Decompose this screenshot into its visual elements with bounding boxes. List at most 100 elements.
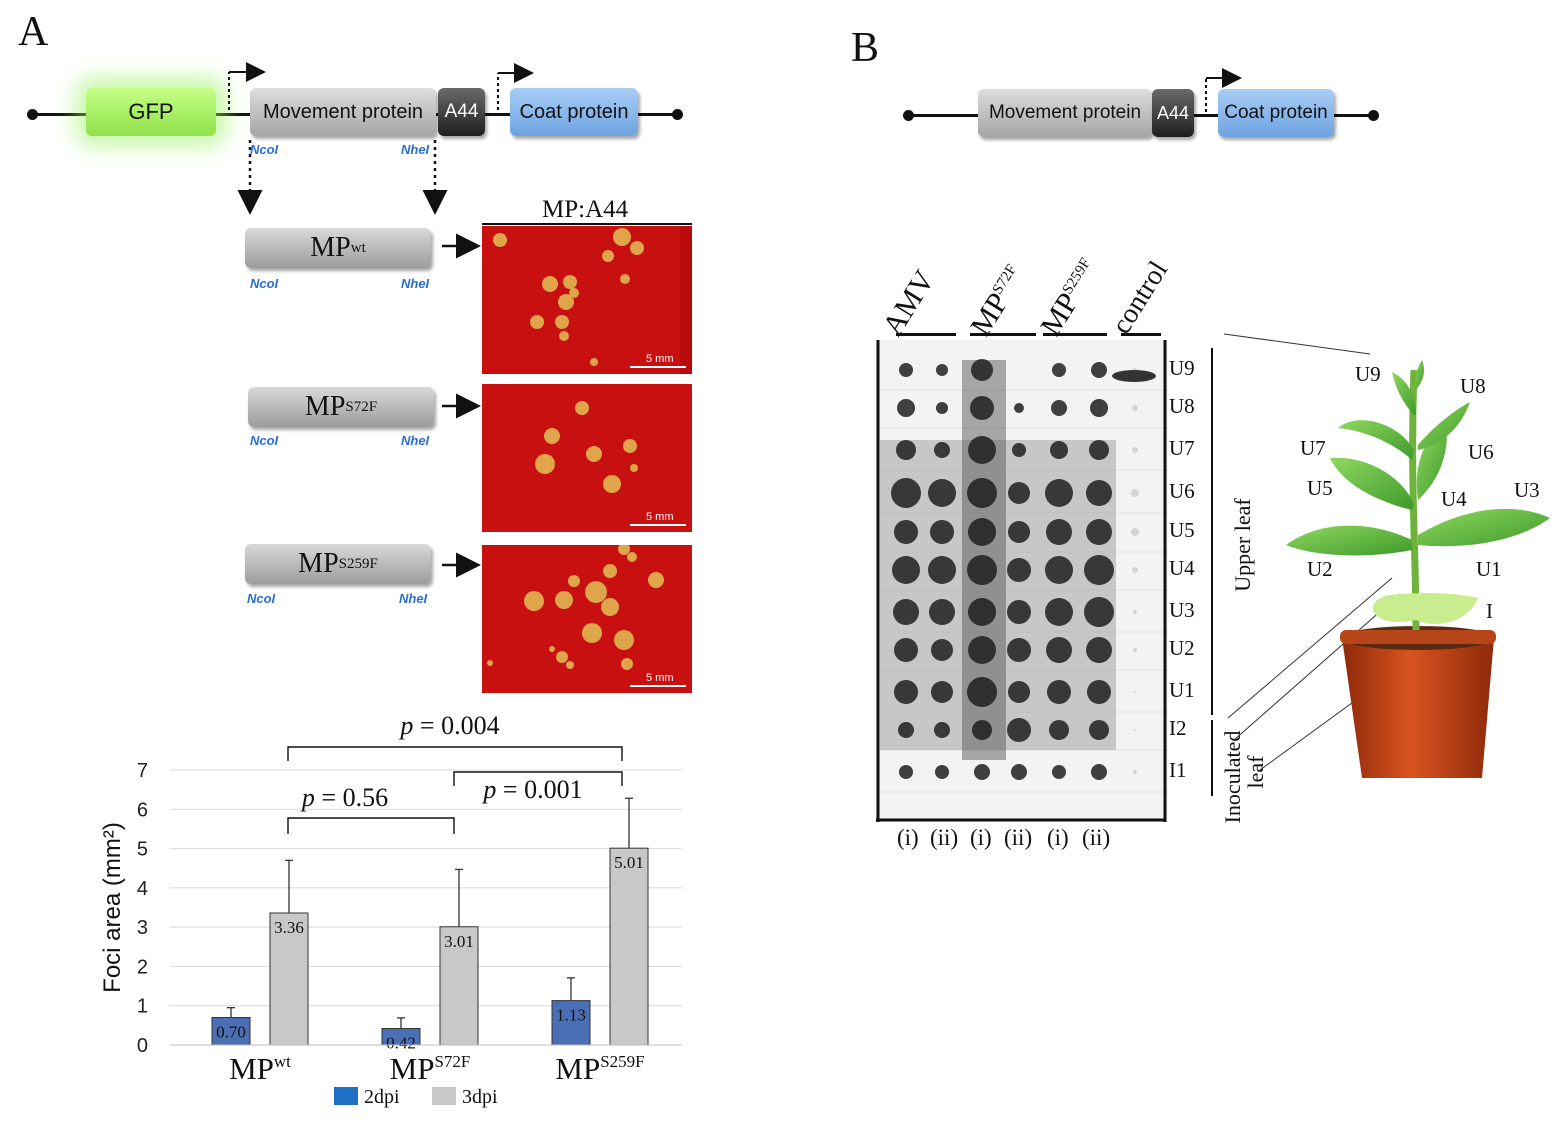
blot-spot: [899, 765, 913, 779]
inoculated-leaf-bracket: [1211, 720, 1213, 796]
movement-protein-box: Movement protein: [250, 88, 436, 136]
y-tick-label: 3: [137, 917, 148, 939]
y-tick-label: 7: [137, 760, 148, 782]
movement-protein-box-b: Movement protein: [978, 89, 1152, 137]
blot-spot: [934, 722, 950, 738]
blot-spot: [897, 399, 915, 417]
p-value-label: p = 0.001: [481, 775, 582, 804]
blot-spot: [1051, 400, 1067, 416]
blot-spot: [1134, 729, 1136, 731]
blot-spot: [1014, 403, 1024, 413]
blot-spot: [928, 556, 956, 584]
data-label: 1.13: [556, 1006, 586, 1025]
blot-spot: [1050, 441, 1068, 459]
scale-label: 5 mm: [646, 353, 674, 365]
row-label-u3: U3: [1169, 598, 1195, 622]
blot-spot: [1047, 680, 1071, 704]
construct-b-right-end: [1368, 110, 1379, 121]
column-underline-mp-s72f: [970, 333, 1036, 336]
column-label-control: control: [1105, 255, 1175, 340]
a44-box: A44: [438, 88, 485, 136]
blot-spot: [894, 638, 918, 662]
mp-wt-box: MP wt: [245, 228, 431, 268]
gfp-box: GFP: [86, 88, 216, 136]
replicate-label: (ii): [1004, 825, 1033, 850]
micrograph-title-rule: [482, 223, 692, 225]
blot-spot: [934, 442, 950, 458]
row-label-u9: U9: [1169, 356, 1195, 380]
y-tick-label: 4: [137, 878, 148, 900]
data-label: 3.01: [444, 932, 474, 951]
x-tick-label: MPS259F: [555, 1051, 644, 1086]
blot-spot: [1089, 440, 1109, 460]
mp-s259f-box: MP S259F: [245, 544, 431, 584]
blot-spot: [1133, 770, 1137, 774]
blot-spot: [1090, 399, 1108, 417]
blot-spot: [1086, 480, 1112, 506]
construct-b-left-end: [903, 110, 914, 121]
blot-spot: [1091, 362, 1107, 378]
blot-spot: [936, 364, 948, 376]
row-label-u2: U2: [1169, 636, 1195, 660]
data-label: 0.70: [216, 1023, 246, 1042]
micrograph-mp-s259f: 5 mm: [482, 545, 692, 693]
row-label-u6: U6: [1169, 479, 1195, 503]
construct-a-left-end: [27, 109, 38, 120]
ncoi-site-label: NcoI: [250, 276, 279, 291]
plant-label-u8: U8: [1460, 374, 1486, 398]
scale-bar: [630, 366, 686, 368]
foci-wt: [493, 226, 692, 374]
y-tick-label: 0: [137, 1035, 148, 1057]
blot-spot: [1008, 681, 1030, 703]
blot-spot: [931, 681, 953, 703]
blot-spot: [1052, 363, 1066, 377]
scale-bar: [630, 524, 686, 526]
y-tick-label: 6: [137, 799, 148, 821]
blot-spot: [891, 478, 921, 508]
blot-spot: [1011, 764, 1027, 780]
blot-spot: [1084, 555, 1114, 585]
blot-spot: [1087, 680, 1111, 704]
blot-spot: [1045, 556, 1073, 584]
bar-3dpi-2: [609, 847, 649, 1046]
blot-spot: [972, 720, 992, 740]
row-label-u1: U1: [1169, 678, 1195, 702]
blot-spot: [894, 680, 918, 704]
blot-spot: [1134, 691, 1136, 693]
column-underline-amv: [896, 333, 956, 336]
micrograph-title: MP:A44: [542, 196, 629, 223]
ncoi-site-label: NcoI: [250, 142, 279, 157]
mp-wt-sup: wt: [350, 239, 366, 256]
plant-label-u4: U4: [1441, 487, 1467, 511]
blot-spot: [1086, 519, 1112, 545]
blot-spot: [1007, 718, 1031, 742]
p-value-label: p = 0.004: [398, 711, 499, 740]
construct-a-right-end: [672, 109, 683, 120]
nhei-site-label: NheI: [401, 276, 430, 291]
blot-spot: [1091, 764, 1107, 780]
replicate-label: (i): [1047, 825, 1069, 850]
blot-spot: [968, 436, 996, 464]
column-label-mp-s72f: MPS72F: [964, 261, 1021, 342]
row-label-u5: U5: [1169, 518, 1195, 542]
data-label: 0.42: [386, 1034, 416, 1053]
blot-spot: [1045, 598, 1073, 626]
data-label: 5.01: [614, 853, 644, 872]
blot-spot: [931, 639, 953, 661]
a44-box-b: A44: [1152, 89, 1194, 137]
blot-spot: [1008, 521, 1030, 543]
ncoi-site-label: NcoI: [247, 591, 276, 606]
micrograph-mp-s72f: 5 mm: [482, 384, 692, 532]
blot-spot: [1007, 638, 1031, 662]
legend-label: 2dpi: [364, 1086, 400, 1108]
nhei-site-label: NheI: [401, 142, 430, 157]
plant-label-u1: U1: [1476, 557, 1502, 581]
plant-label-u3: U3: [1514, 478, 1540, 502]
blot-spot: [967, 677, 997, 707]
mp-wt-base: MP: [310, 232, 351, 263]
tissue-print-blot: [876, 340, 1168, 822]
bar-3dpi-0: [269, 912, 309, 1046]
x-tick-label: MPwt: [229, 1051, 291, 1086]
blot-spot: [892, 556, 920, 584]
row-label-u7: U7: [1169, 436, 1195, 460]
